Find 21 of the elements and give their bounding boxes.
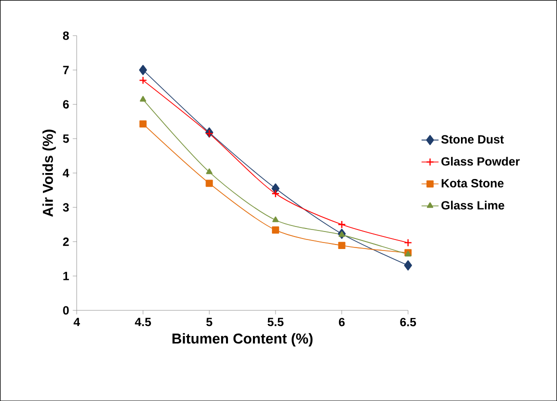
legend-label: Stone Dust [441, 135, 504, 144]
x-tick-label: 6.5 [400, 318, 416, 326]
y-tick-label: 0 [63, 306, 69, 314]
y-tick-label: 7 [63, 66, 69, 74]
x-axis-title: Bitumen Content (%) [172, 333, 313, 346]
y-tick-label: 4 [62, 168, 70, 177]
y-tick-label: 6 [63, 100, 69, 108]
x-tick-label: 6 [338, 318, 345, 326]
x-tick-label: 4.5 [134, 318, 151, 326]
legend-label: Kota Stone [442, 178, 504, 188]
y-tick-label: 3 [62, 202, 69, 212]
legend-label: Glass Lime [441, 200, 504, 210]
y-axis-title: Air Voids (%) [42, 130, 56, 217]
x-tick-label: 4 [74, 318, 80, 326]
y-tick-label: 1 [63, 272, 69, 280]
y-tick-label: 8 [62, 31, 69, 40]
legend-label: Glass Powder [441, 156, 520, 166]
y-tick-label: 2 [63, 237, 69, 246]
x-tick-label: 5.5 [268, 318, 284, 326]
x-tick-label: 5 [206, 318, 212, 326]
y-tick-label: 5 [62, 134, 69, 143]
